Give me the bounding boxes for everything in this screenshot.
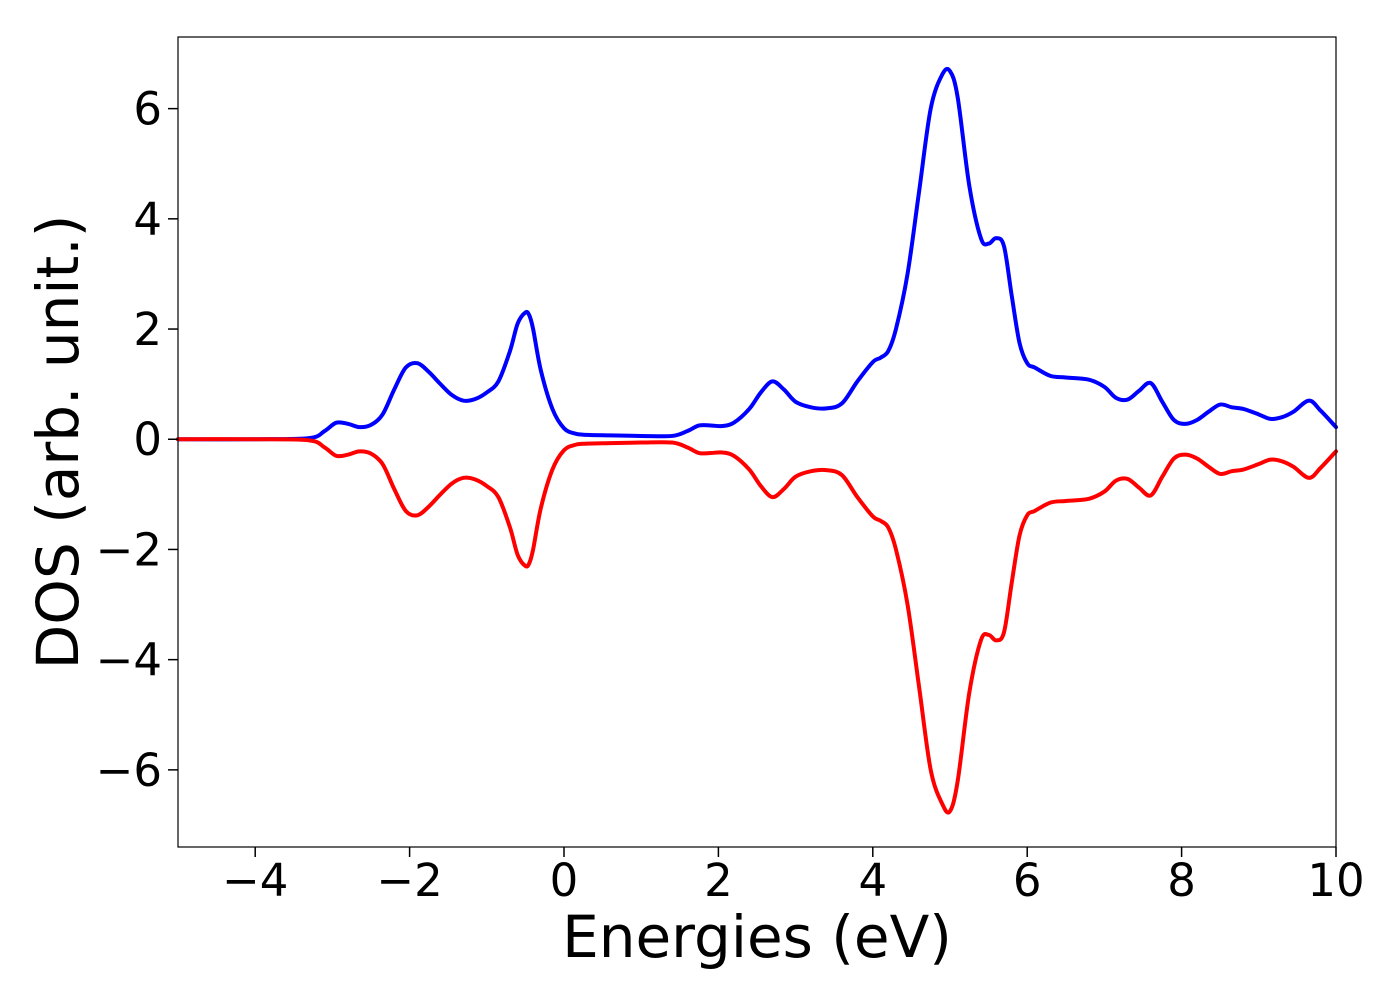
y-tick-label: −6 xyxy=(96,744,162,797)
y-tick-label: 2 xyxy=(133,303,162,356)
plot-frame xyxy=(177,36,1337,848)
x-tick-label: 10 xyxy=(1307,854,1364,907)
x-tick-label: 4 xyxy=(858,854,887,907)
series-layer xyxy=(176,66,1338,815)
x-axis: −4 −2 0 2 4 6 8 10 xyxy=(222,847,1365,907)
x-tick-label: 2 xyxy=(704,854,733,907)
spin-down-line xyxy=(176,437,1338,815)
y-tick-label: −2 xyxy=(96,523,162,576)
x-axis-label: Energies (eV) xyxy=(562,903,952,971)
spin-up-line xyxy=(176,66,1338,442)
y-tick-label: 6 xyxy=(133,83,162,136)
x-tick-label: 8 xyxy=(1167,854,1196,907)
x-tick-label: −4 xyxy=(222,854,288,907)
y-axis-label: DOS (arb. unit.) xyxy=(24,215,92,670)
x-tick-label: 6 xyxy=(1013,854,1042,907)
y-tick-label: 4 xyxy=(133,193,162,246)
y-tick-label: 0 xyxy=(133,413,162,466)
y-axis: −6 −4 −2 0 2 4 6 xyxy=(96,83,178,797)
x-tick-label: 0 xyxy=(550,854,579,907)
y-tick-label: −4 xyxy=(96,634,162,687)
x-tick-label: −2 xyxy=(376,854,442,907)
